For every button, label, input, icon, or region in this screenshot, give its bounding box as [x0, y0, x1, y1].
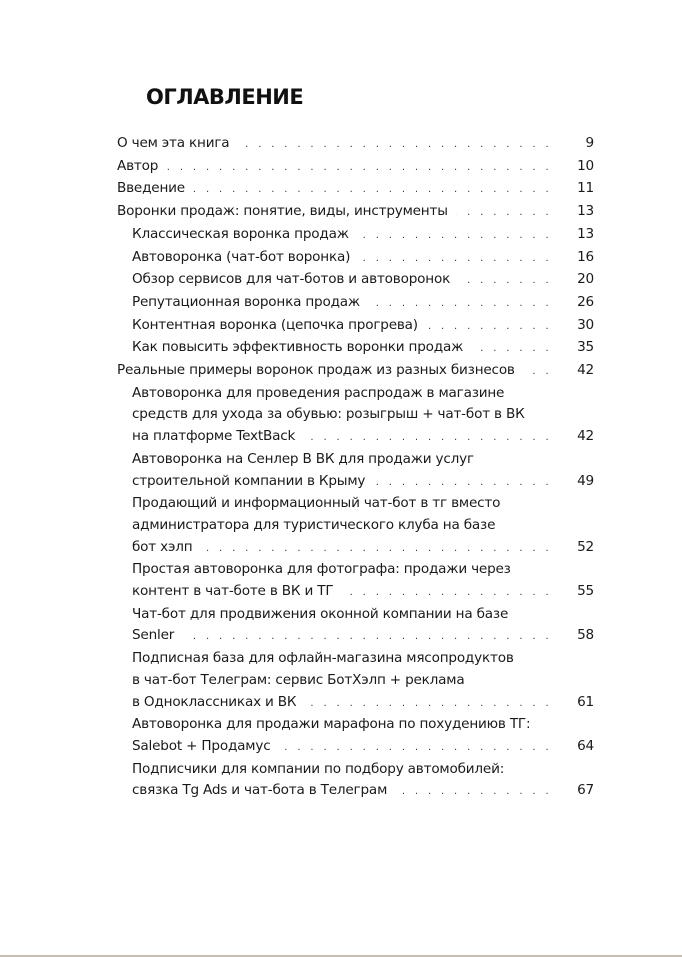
- toc-entry[interactable]: О чем эта книга . . . . . . . . . . . . .…: [117, 133, 594, 156]
- toc-entry-title: строительной компании в Крыму: [132, 472, 366, 489]
- dot-leader: . . . . . . . . . . . . . . . . . . . . …: [426, 320, 552, 332]
- dot-leader: . . . . . . . . . . . . . . . . . . . . …: [368, 297, 552, 309]
- toc-entry-title: Обзор сервисов для чат-ботов и автоворон…: [132, 271, 451, 288]
- toc-entry[interactable]: Подписная база для офлайн-магазина мясоп…: [117, 648, 594, 714]
- toc-entry[interactable]: Автоворонка на Сенлер В ВК для продажи у…: [117, 449, 594, 493]
- toc-entry[interactable]: Обзор сервисов для чат-ботов и автоворон…: [117, 269, 594, 292]
- toc-entry-title: Классическая воронка продаж: [132, 225, 349, 242]
- toc-entry[interactable]: Автоворонка для проведения распродаж в м…: [117, 383, 594, 449]
- dot-leader: . . . . . . . . . . . . . . . . . . . . …: [200, 542, 552, 554]
- toc-entry-title: связка Tg Ads и чат-бота в Телеграм: [132, 782, 388, 799]
- toc-entry-title: средств для ухода за обувью: розыгрыш + …: [132, 406, 525, 423]
- toc-entry-title: Контентная воронка (цепочка прогрева): [132, 316, 418, 333]
- toc-page-number: 16: [577, 248, 594, 265]
- toc-entry-title: Salebot + Продамус: [132, 737, 271, 754]
- toc-page-number: 61: [577, 693, 594, 710]
- dot-leader: . . . . . . . . . . . . . . . . . . . . …: [237, 139, 552, 150]
- toc-page-number: 55: [577, 583, 594, 600]
- dot-leader: . . . . . . . . . . . . . . . . . . . . …: [166, 161, 552, 173]
- dot-leader: . . . . . . . . . . . . . . . . . . . . …: [357, 229, 552, 241]
- dot-leader: . . . . . . . . . . . . . . . . . . . . …: [304, 697, 552, 709]
- toc-entry[interactable]: Автоворонка (чат-бот воронка) . . . . . .…: [117, 247, 594, 270]
- toc-entry[interactable]: Воронки продаж: понятие, виды, инструмен…: [117, 201, 594, 224]
- toc-entry-title: Автоворонка для проведения распродаж в м…: [132, 384, 505, 401]
- toc-entry-title: О чем эта книга: [117, 135, 230, 151]
- toc-entry-title: Продающий и информационный чат-бот в тг …: [132, 495, 501, 512]
- toc-entry-title: в чат-бот Телеграм: сервис БотХэлп + рек…: [132, 671, 465, 688]
- toc-page-number: 64: [577, 737, 594, 754]
- toc-entry-title: Репутационная воронка продаж: [132, 293, 360, 310]
- toc-entry-title: Простая автоворонка для фотографа: прода…: [132, 561, 511, 578]
- toc-entry-title: Чат-бот для продвижения оконной компании…: [132, 605, 509, 622]
- toc-entry[interactable]: Введение . . . . . . . . . . . . . . . . …: [117, 178, 594, 201]
- page-title: ОГЛАВЛЕНИЕ: [146, 85, 304, 109]
- toc-entry-title: Реальные примеры воронок продаж из разны…: [117, 362, 515, 379]
- toc-entry-title: Автоворонка для продажи марафона по поху…: [132, 716, 531, 733]
- toc-page-number: 35: [577, 339, 594, 356]
- toc-page-number: 42: [577, 428, 594, 445]
- dot-leader: . . . . . . . . . . . . . . . . . . . . …: [395, 786, 552, 798]
- toc-entry-title: на платформе TextBack: [132, 428, 296, 445]
- toc-entry[interactable]: Реальные примеры воронок продаж из разны…: [117, 360, 594, 383]
- toc-entry-title: Автоворонка на Сенлер В ВК для продажи у…: [132, 450, 474, 467]
- dot-leader: . . . . . . . . . . . . . . . . . . . . …: [303, 432, 552, 444]
- dot-leader: . . . . . . . . . . . . . . . . . . . . …: [278, 741, 552, 753]
- toc-entry-title: Senler: [132, 627, 175, 644]
- toc-entry[interactable]: Как повысить эффективность воронки прода…: [117, 337, 594, 360]
- toc-entry-title: контент в чат-боте в ВК и ТГ: [132, 583, 334, 600]
- dot-leader: . . . . . . . . . . . . . . . . . . . . …: [192, 184, 552, 196]
- dot-leader: . . . . . . . . . . . . . . . . . . . . …: [456, 207, 552, 219]
- toc-entry[interactable]: Чат-бот для продвижения оконной компании…: [117, 604, 594, 648]
- toc-entry[interactable]: Продающий и информационный чат-бот в тг …: [117, 493, 594, 559]
- toc-entry[interactable]: Контентная воронка (цепочка прогрева) . .…: [117, 315, 594, 338]
- toc-entry-title: Автоворонка (чат-бот воронка): [132, 248, 351, 265]
- toc-page-number: 20: [577, 271, 594, 288]
- toc-entry[interactable]: Подписчики для компании по подбору автом…: [117, 759, 594, 803]
- toc-page-number: 13: [577, 225, 594, 242]
- toc-page-number: 58: [577, 627, 594, 644]
- toc-page-number: 30: [577, 316, 594, 333]
- toc-entry[interactable]: Автоворонка для продажи марафона по поху…: [117, 714, 594, 758]
- toc-entry[interactable]: Классическая воронка продаж . . . . . . .…: [117, 224, 594, 247]
- toc-page-number: 9: [585, 135, 595, 151]
- toc-page-number: 11: [577, 180, 594, 197]
- toc-page-number: 49: [577, 472, 594, 489]
- dot-leader: . . . . . . . . . . . . . . . . . . . . …: [471, 343, 552, 355]
- toc-page-number: 42: [577, 362, 594, 379]
- toc-page-number: 26: [577, 293, 594, 310]
- toc-entry-title: Автор: [117, 157, 159, 174]
- toc-entry-title: Подписная база для офлайн-магазина мясоп…: [132, 650, 514, 667]
- toc-page-number: 13: [577, 203, 594, 220]
- toc-entry-title: бот хэлп: [132, 538, 193, 555]
- toc-entry-title: Введение: [117, 180, 185, 197]
- dot-leader: . . . . . . . . . . . . . . . . . . . . …: [373, 476, 552, 488]
- dot-leader: . . . . . . . . . . . . . . . . . . . . …: [458, 275, 552, 287]
- toc-page-number: 10: [577, 157, 594, 174]
- toc-entry[interactable]: Репутационная воронка продаж . . . . . . …: [117, 292, 594, 315]
- dot-leader: . . . . . . . . . . . . . . . . . . . . …: [523, 366, 552, 378]
- toc-page-number: 52: [577, 538, 594, 555]
- toc-entry-title: Как повысить эффективность воронки прода…: [132, 339, 464, 356]
- dot-leader: . . . . . . . . . . . . . . . . . . . . …: [182, 631, 552, 643]
- toc-entry[interactable]: Автор . . . . . . . . . . . . . . . . . .…: [117, 156, 594, 179]
- toc-entry-title: администратора для туристического клуба …: [132, 516, 496, 533]
- toc-entry-title: в Одноклассниках и ВК: [132, 693, 297, 710]
- dot-leader: . . . . . . . . . . . . . . . . . . . . …: [358, 252, 552, 264]
- toc-entry-title: Подписчики для компании по подбору автом…: [132, 760, 505, 777]
- table-of-contents: О чем эта книга . . . . . . . . . . . . .…: [117, 133, 594, 803]
- toc-entry-title: Воронки продаж: понятие, виды, инструмен…: [117, 203, 448, 220]
- dot-leader: . . . . . . . . . . . . . . . . . . . . …: [341, 587, 552, 599]
- toc-entry[interactable]: Простая автоворонка для фотографа: прода…: [117, 559, 594, 603]
- page-edge: [0, 955, 682, 957]
- toc-page-number: 67: [577, 782, 594, 799]
